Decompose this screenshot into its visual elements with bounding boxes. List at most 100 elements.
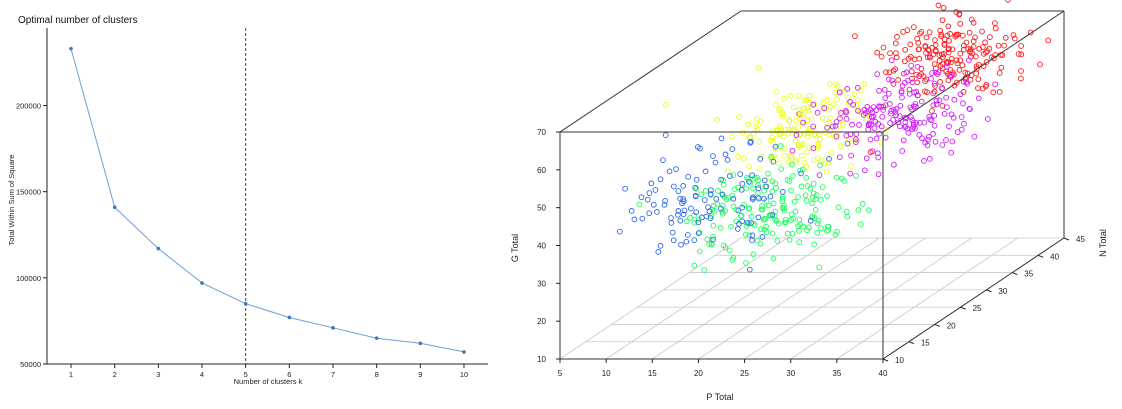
cluster-point (855, 207, 862, 213)
cluster-point (756, 139, 763, 145)
cluster-point (890, 81, 897, 87)
cluster-point (816, 135, 823, 142)
cluster-point (708, 187, 714, 194)
cluster-point (903, 69, 910, 76)
n-axis-tick (1012, 272, 1018, 276)
cluster-point (669, 229, 676, 236)
p-axis-tick-label: 25 (740, 369, 749, 378)
cluster-point (932, 42, 939, 48)
cluster-point (806, 92, 813, 99)
cluster-point (770, 200, 777, 207)
cluster-point (677, 195, 683, 202)
cluster-point (868, 113, 875, 120)
cluster-point (847, 170, 854, 177)
cluster-point (745, 121, 752, 128)
box-edge (559, 10, 742, 133)
cluster-point (681, 207, 688, 214)
cluster-point (746, 178, 752, 185)
cluster-point (949, 138, 956, 145)
cluster-point (801, 97, 808, 103)
cluster-point (774, 238, 781, 244)
cluster-point (761, 215, 768, 222)
cluster-point (744, 219, 751, 226)
cluster-point (878, 53, 885, 60)
cluster-point (926, 133, 932, 140)
cluster-point (824, 124, 830, 131)
elbow-x-tick-label: 4 (200, 370, 204, 379)
cluster-point (701, 197, 708, 203)
cluster-point (817, 197, 824, 203)
cluster-point (858, 108, 864, 114)
cluster-point (930, 102, 937, 109)
elbow-point (200, 281, 204, 285)
cluster-point (657, 176, 664, 183)
cluster-point (990, 89, 997, 96)
cluster-point (932, 138, 939, 145)
cluster-point (748, 220, 754, 226)
cluster-point (832, 89, 839, 96)
cluster-point (816, 172, 823, 178)
cluster-point (780, 133, 787, 140)
cluster-point (823, 168, 830, 175)
cluster-point (826, 118, 833, 125)
cluster-point (770, 158, 777, 165)
cluster-point (848, 118, 855, 125)
cluster-point (804, 104, 811, 111)
cluster-point (817, 162, 823, 169)
cluster-point (973, 53, 979, 60)
cluster-point (1005, 0, 1011, 3)
cluster-point (844, 213, 851, 220)
cluster-point (755, 177, 761, 184)
cluster-point (781, 202, 787, 209)
elbow-x-tick-label: 9 (418, 370, 422, 379)
cluster-point (953, 57, 960, 64)
elbow-point (374, 336, 379, 340)
cluster-point (983, 82, 990, 88)
cluster-point (814, 155, 821, 161)
cluster-point (810, 145, 817, 152)
cluster-point (824, 97, 831, 104)
cluster-point (755, 195, 762, 202)
cluster-point (779, 113, 786, 120)
cluster-point (779, 189, 786, 195)
cluster-point (937, 79, 943, 85)
elbow-x-tick-label: 10 (460, 370, 468, 379)
cluster-point (815, 141, 821, 148)
cluster-point (980, 44, 986, 50)
cluster-point (950, 114, 957, 121)
cluster-point (761, 187, 767, 194)
cluster-point (972, 34, 978, 41)
cluster-point (639, 215, 646, 222)
cluster-point (795, 194, 801, 200)
cluster-point (986, 45, 993, 52)
cluster-point (848, 163, 855, 169)
scatter3d-y-axis-label: N Total (1098, 229, 1108, 257)
cluster-point (941, 42, 948, 48)
cluster-point (655, 249, 662, 255)
cluster-point (928, 75, 934, 82)
cluster-point (954, 129, 961, 136)
cluster-point (763, 223, 769, 230)
cluster-point (792, 137, 799, 144)
cluster-point (948, 59, 954, 66)
cluster-point (882, 134, 889, 141)
cluster-point (874, 150, 881, 157)
cluster-point (954, 32, 960, 38)
cluster-point (652, 187, 659, 193)
cluster-point (709, 241, 715, 248)
cluster-point (960, 100, 966, 107)
cluster-point (757, 240, 764, 247)
cluster-point (757, 156, 764, 162)
cluster-point (809, 194, 816, 201)
cluster-point (746, 163, 753, 170)
cluster-point (827, 115, 833, 121)
cluster-point (932, 37, 938, 43)
cluster-point (720, 242, 727, 249)
cluster-point (730, 254, 737, 261)
cluster-point (616, 228, 623, 235)
cluster-point (796, 106, 803, 113)
n-axis-tick-label: 10 (895, 356, 904, 365)
cluster-point (739, 204, 746, 211)
n-axis-tick (960, 306, 966, 310)
cluster-point (768, 154, 775, 160)
